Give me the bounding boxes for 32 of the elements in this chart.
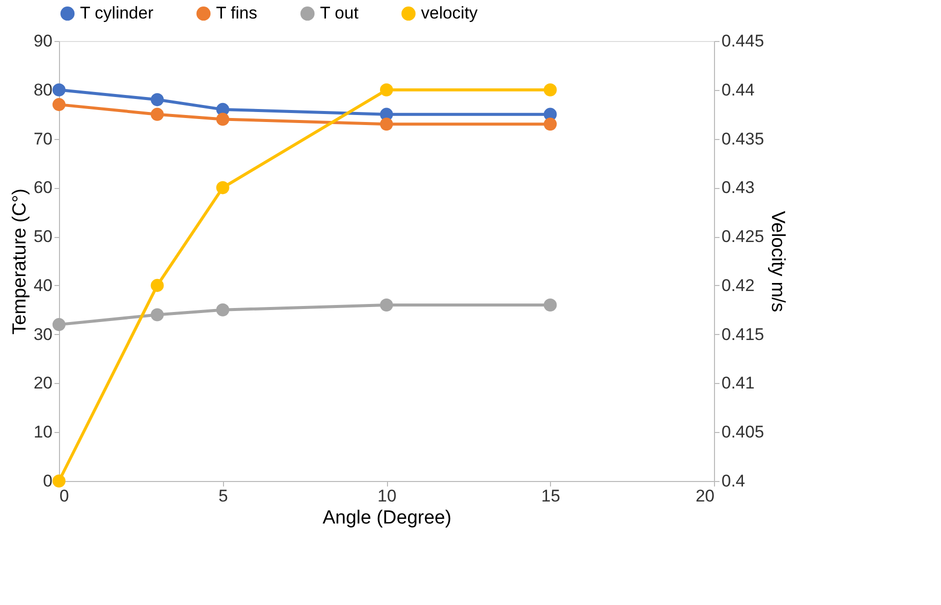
y2-tick-label: 0.435 xyxy=(722,129,764,148)
legend-label: T out xyxy=(320,4,359,23)
y-axis-title: Temperature (C°) xyxy=(10,188,31,334)
x-tick-label: 20 xyxy=(696,486,714,506)
y2-tick-label: 0.425 xyxy=(722,227,764,246)
legend-label: T fins xyxy=(216,4,258,23)
y2-tick-label: 0.4 xyxy=(722,472,746,490)
x-tick-label: 15 xyxy=(541,486,560,506)
y2-tick-label: 0.405 xyxy=(722,422,764,442)
y2-tick-label: 0.42 xyxy=(722,276,755,295)
y-tick-label: 90 xyxy=(34,32,52,50)
y-tick-label: 0 xyxy=(43,472,52,490)
x-axis-title: Angle (Degree) xyxy=(322,508,452,528)
y-tick-label: 80 xyxy=(34,80,52,100)
y2-tick-label: 0.41 xyxy=(722,374,755,393)
legend-label: velocity xyxy=(421,4,478,23)
y-tick-label: 20 xyxy=(34,374,52,393)
y-tick-label: 60 xyxy=(34,178,52,198)
y2-tick-label: 0.415 xyxy=(722,324,764,344)
x-tick-label: 0 xyxy=(60,486,69,506)
y-tick-label: 30 xyxy=(34,324,52,344)
y-tick-label: 50 xyxy=(34,227,52,246)
x-tick-label: 5 xyxy=(218,486,228,506)
y-tick-label: 10 xyxy=(34,422,52,442)
y2-tick-label: 0.43 xyxy=(722,178,755,198)
y-tick-label: 70 xyxy=(34,129,52,148)
y2-tick-label: 0.44 xyxy=(722,80,755,100)
legend-label: T cylinder xyxy=(80,4,154,23)
y2-tick-label: 0.445 xyxy=(722,32,764,50)
y-tick-label: 40 xyxy=(34,276,52,295)
x-tick-label: 10 xyxy=(378,486,396,506)
y2-axis-title: Velocity m/s xyxy=(767,210,788,312)
